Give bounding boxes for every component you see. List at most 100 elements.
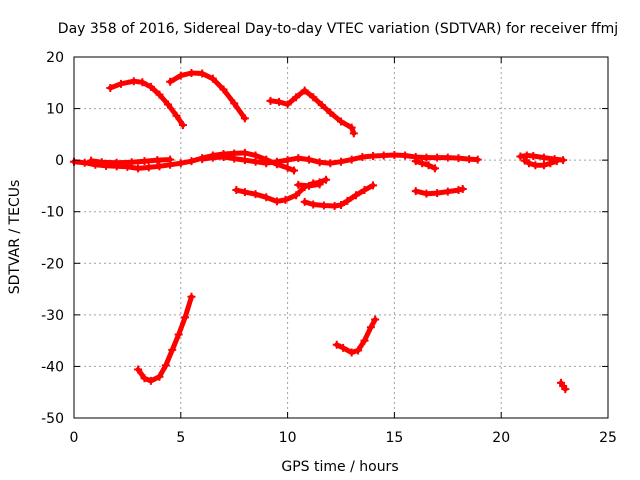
data-point — [354, 346, 363, 355]
y-axis-label: SDTVAR / TECUs — [7, 180, 23, 295]
data-point — [232, 186, 241, 195]
x-tick-label: 5 — [176, 430, 185, 446]
data-point — [240, 156, 249, 165]
data-series-14-line — [135, 294, 194, 384]
data-point — [283, 163, 292, 172]
data-point — [292, 191, 301, 200]
y-tick-label: -40 — [41, 359, 64, 375]
data-point — [208, 153, 217, 162]
data-point — [138, 78, 147, 87]
data-point — [129, 77, 138, 86]
data-point — [539, 161, 548, 170]
data-point — [317, 100, 326, 109]
data-point — [262, 159, 271, 168]
data-point — [251, 190, 260, 199]
data-point — [360, 336, 369, 345]
data-point — [174, 330, 183, 339]
data-point — [281, 195, 290, 204]
data-series-4-line — [71, 150, 297, 173]
x-tick-label: 25 — [599, 430, 617, 446]
data-point — [198, 155, 207, 164]
data-point — [369, 181, 378, 190]
data-point — [339, 343, 348, 352]
data-point — [443, 153, 452, 162]
data-point — [529, 152, 538, 161]
data-point — [176, 159, 185, 168]
data-point — [292, 93, 301, 102]
data-point — [134, 365, 143, 374]
data-point — [304, 155, 313, 164]
data-point — [161, 361, 170, 370]
data-point — [127, 158, 136, 167]
data-point — [187, 292, 196, 301]
data-point — [181, 313, 190, 322]
chart-title: Day 358 of 2016, Sidereal Day-to-day VTE… — [58, 21, 618, 37]
data-point — [166, 155, 175, 164]
data-point — [418, 159, 427, 168]
data-point — [304, 181, 313, 190]
data-point — [290, 166, 299, 175]
data-point — [251, 157, 260, 166]
data-point — [351, 191, 360, 200]
data-point — [390, 150, 399, 159]
data-series-2-line — [167, 70, 248, 121]
data-point — [240, 188, 249, 197]
data-point — [546, 159, 555, 168]
data-point — [300, 197, 309, 206]
y-tick-label: -30 — [41, 308, 64, 324]
data-point — [146, 82, 155, 91]
y-tick-label: 20 — [46, 50, 64, 66]
data-point — [360, 186, 369, 195]
x-tick-label: 20 — [492, 430, 510, 446]
data-point — [230, 154, 239, 163]
data-point — [283, 100, 292, 109]
data-point — [163, 100, 172, 109]
data-point — [146, 376, 155, 385]
data-point — [430, 164, 439, 173]
data-point — [330, 202, 339, 211]
data-point — [112, 158, 121, 167]
data-point — [262, 193, 271, 202]
data-series-10-line — [302, 182, 376, 209]
data-point — [172, 111, 181, 120]
data-point — [516, 152, 525, 161]
data-series — [70, 68, 570, 394]
data-point — [347, 155, 356, 164]
data-point — [294, 154, 303, 163]
x-tick-label: 10 — [279, 430, 297, 446]
data-point — [454, 186, 463, 195]
data-point — [144, 163, 153, 172]
data-point — [424, 161, 433, 170]
data-point — [294, 180, 303, 189]
data-point — [458, 185, 467, 194]
data-point — [411, 187, 420, 196]
data-point — [347, 123, 356, 132]
data-series-7-line — [413, 158, 438, 171]
data-point — [155, 162, 164, 171]
data-point — [315, 158, 324, 167]
data-point — [275, 97, 284, 106]
data-point — [347, 348, 356, 357]
data-point — [326, 159, 335, 168]
data-point — [283, 156, 292, 165]
data-point — [326, 108, 335, 117]
data-point — [230, 99, 239, 108]
data-point — [369, 152, 378, 161]
data-point — [178, 121, 187, 130]
data-point — [272, 157, 281, 166]
data-point — [153, 156, 162, 165]
data-point — [80, 158, 89, 167]
data-point — [240, 148, 249, 157]
data-point — [309, 93, 318, 102]
data-point — [552, 157, 561, 166]
data-point — [140, 157, 149, 166]
x-axis-label: GPS time / hours — [281, 459, 398, 475]
data-point — [322, 175, 331, 184]
data-point — [266, 96, 275, 105]
x-tick-label: 0 — [70, 430, 79, 446]
data-point — [315, 180, 324, 189]
y-tick-label: -10 — [41, 205, 64, 221]
data-point — [332, 340, 341, 349]
data-point — [358, 153, 367, 162]
